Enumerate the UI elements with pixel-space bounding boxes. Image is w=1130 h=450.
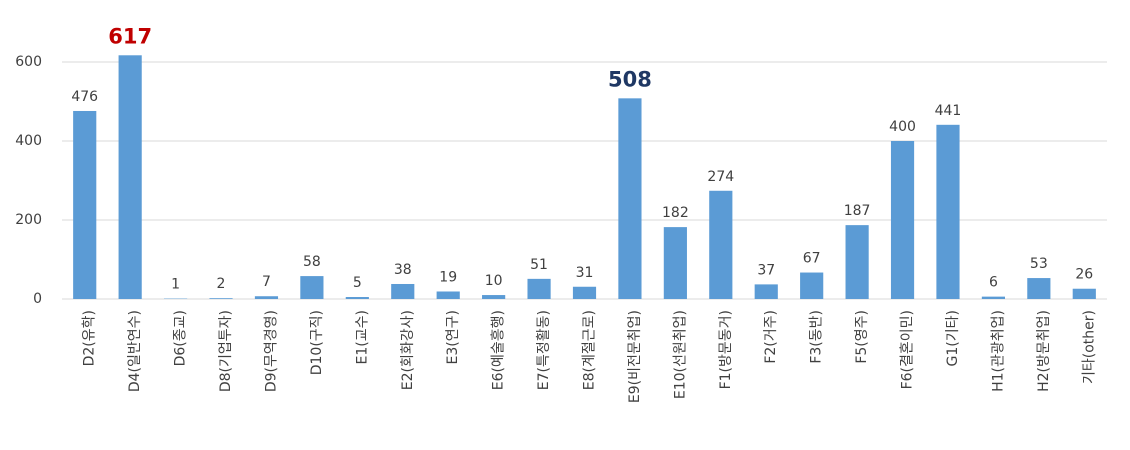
x-tick-label: D10(구직) — [309, 310, 325, 375]
x-tick-label: E3(연구) — [445, 310, 461, 364]
data-label: 19 — [439, 269, 457, 285]
y-tick-label: 200 — [15, 212, 42, 228]
data-label: 37 — [757, 262, 775, 278]
bar — [300, 276, 324, 299]
data-label: 53 — [1030, 256, 1048, 272]
x-tick-label: F6(결혼이민) — [900, 310, 916, 389]
bar — [572, 286, 597, 299]
data-label: 400 — [889, 119, 916, 135]
bar — [345, 297, 369, 299]
bar — [254, 296, 279, 299]
data-label: 617 — [108, 24, 152, 48]
x-tick-label: D4(일반연수) — [127, 310, 143, 392]
x-tick-label: F1(방문동거) — [718, 310, 734, 389]
x-tick-label: E6(예술흥행) — [491, 310, 507, 390]
y-tick-label: 400 — [15, 133, 42, 149]
x-tick-label: E9(비전문취업) — [627, 310, 643, 403]
x-tick-label: E1(교수) — [354, 310, 370, 364]
x-tick-label: D2(유학) — [82, 310, 98, 366]
data-label: 5 — [353, 275, 362, 291]
data-label: 51 — [530, 257, 548, 273]
data-label: 2 — [217, 276, 226, 292]
bar — [527, 278, 551, 299]
bar — [618, 98, 642, 299]
bar — [981, 296, 1005, 299]
bar — [845, 225, 869, 299]
x-tick-label: E10(선원취업) — [672, 310, 688, 399]
data-label: 1 — [171, 277, 180, 293]
data-label: 38 — [394, 262, 412, 278]
y-tick-label: 0 — [33, 291, 42, 307]
bar — [936, 124, 960, 300]
x-tick-label: G1(기타) — [945, 310, 961, 366]
bar — [800, 272, 824, 299]
x-tick-label: D6(종교) — [173, 310, 189, 366]
x-tick-label: 기타(other) — [1081, 310, 1097, 384]
data-label: 7 — [262, 274, 271, 290]
bar — [709, 190, 733, 299]
x-tick-label: H1(관광취업) — [990, 310, 1006, 392]
data-label: 67 — [803, 251, 821, 267]
x-tick-label: H2(방문취업) — [1036, 310, 1052, 392]
bar — [209, 298, 233, 299]
data-label: 31 — [576, 265, 594, 281]
bar — [890, 141, 915, 299]
data-label: 508 — [608, 67, 652, 91]
bar — [436, 291, 460, 299]
x-tick-label: E2(회화강사) — [400, 310, 416, 390]
data-label: 26 — [1075, 267, 1093, 283]
data-label: 10 — [485, 273, 503, 289]
x-tick-label: E7(특정활동) — [536, 310, 552, 390]
data-label: 476 — [71, 89, 98, 105]
x-tick-label: F5(영주) — [854, 310, 870, 364]
data-label: 6 — [989, 275, 998, 291]
x-tick-label: F3(동반) — [809, 310, 825, 364]
data-label: 58 — [303, 254, 321, 270]
x-tick-label: D8(기업투자) — [218, 310, 234, 392]
bar — [663, 227, 687, 299]
bar — [118, 55, 142, 299]
data-label: 187 — [844, 203, 871, 219]
bar — [73, 110, 97, 299]
x-tick-label: D9(무역경영) — [263, 310, 279, 392]
data-label: 441 — [935, 103, 962, 119]
bar — [754, 284, 778, 299]
x-tick-label: F2(거주) — [763, 310, 779, 364]
bar — [1027, 278, 1051, 299]
bar — [482, 295, 506, 299]
data-label: 274 — [707, 169, 734, 185]
x-tick-label: E8(계절근로) — [582, 310, 598, 390]
y-tick-label: 600 — [15, 54, 42, 70]
bar — [391, 283, 415, 299]
bar — [1072, 288, 1096, 299]
data-label: 182 — [662, 205, 689, 221]
